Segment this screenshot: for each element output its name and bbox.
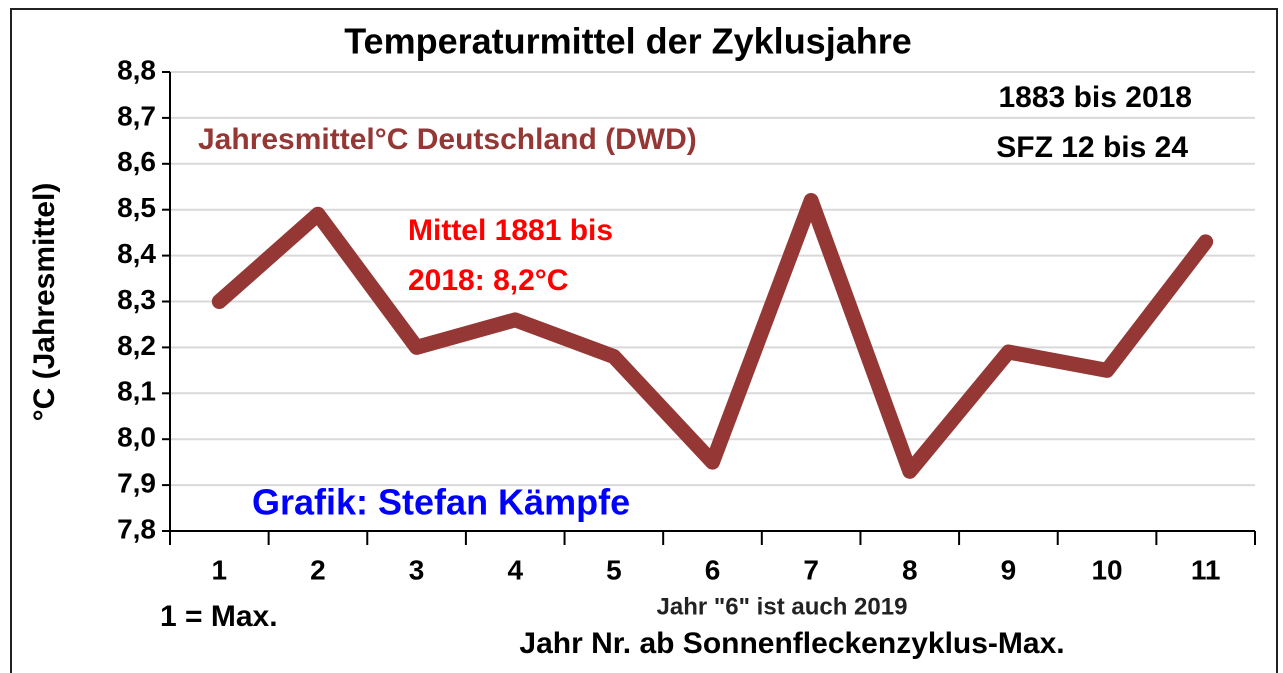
annotation: 1 = Max.	[160, 600, 278, 633]
x-tick-label: 7	[803, 554, 819, 585]
chart-title: Temperaturmittel der Zyklusjahre	[344, 21, 912, 62]
x-tick-label: 10	[1091, 554, 1122, 585]
x-tick-label: 9	[1001, 554, 1017, 585]
annotation: 2018: 8,2°C	[408, 264, 568, 297]
annotation: 1883 bis 2018	[999, 81, 1193, 114]
x-tick-label: 2	[310, 554, 326, 585]
x-tick-label: 5	[606, 554, 622, 585]
y-tick-label: 8,5	[117, 192, 156, 223]
y-tick-label: 8,1	[117, 376, 156, 407]
annotation: Jahr "6" ist auch 2019	[657, 593, 908, 620]
x-tick-label: 4	[507, 554, 523, 585]
y-tick-label: 8,2	[117, 330, 156, 361]
y-tick-label: 7,8	[117, 513, 156, 544]
y-tick-label: 8,7	[117, 100, 156, 131]
x-tick-label: 6	[705, 554, 721, 585]
y-tick-label: 8,8	[117, 54, 156, 85]
y-tick-label: 8,4	[117, 238, 156, 269]
x-tick-label: 3	[409, 554, 425, 585]
y-tick-label: 8,6	[117, 146, 156, 177]
annotation: Mittel 1881 bis	[408, 214, 613, 247]
legend-label: Jahresmittel°C Deutschland (DWD)	[198, 123, 697, 156]
annotation: SFZ 12 bis 24	[996, 131, 1188, 164]
x-axis-label: Jahr Nr. ab Sonnenfleckenzyklus-Max.	[519, 627, 1064, 660]
x-tick-label: 8	[902, 554, 918, 585]
y-tick-label: 7,9	[117, 467, 156, 498]
y-tick-label: 8,3	[117, 284, 156, 315]
annotation: Grafik: Stefan Kämpfe	[252, 482, 630, 523]
x-tick-label: 1	[212, 554, 228, 585]
frame	[10, 8, 1278, 673]
y-tick-label: 8,0	[117, 422, 156, 453]
x-tick-label: 11	[1191, 554, 1221, 585]
y-axis-label: °C (Jahresmittel)	[28, 183, 61, 422]
data-line	[211, 193, 1214, 479]
